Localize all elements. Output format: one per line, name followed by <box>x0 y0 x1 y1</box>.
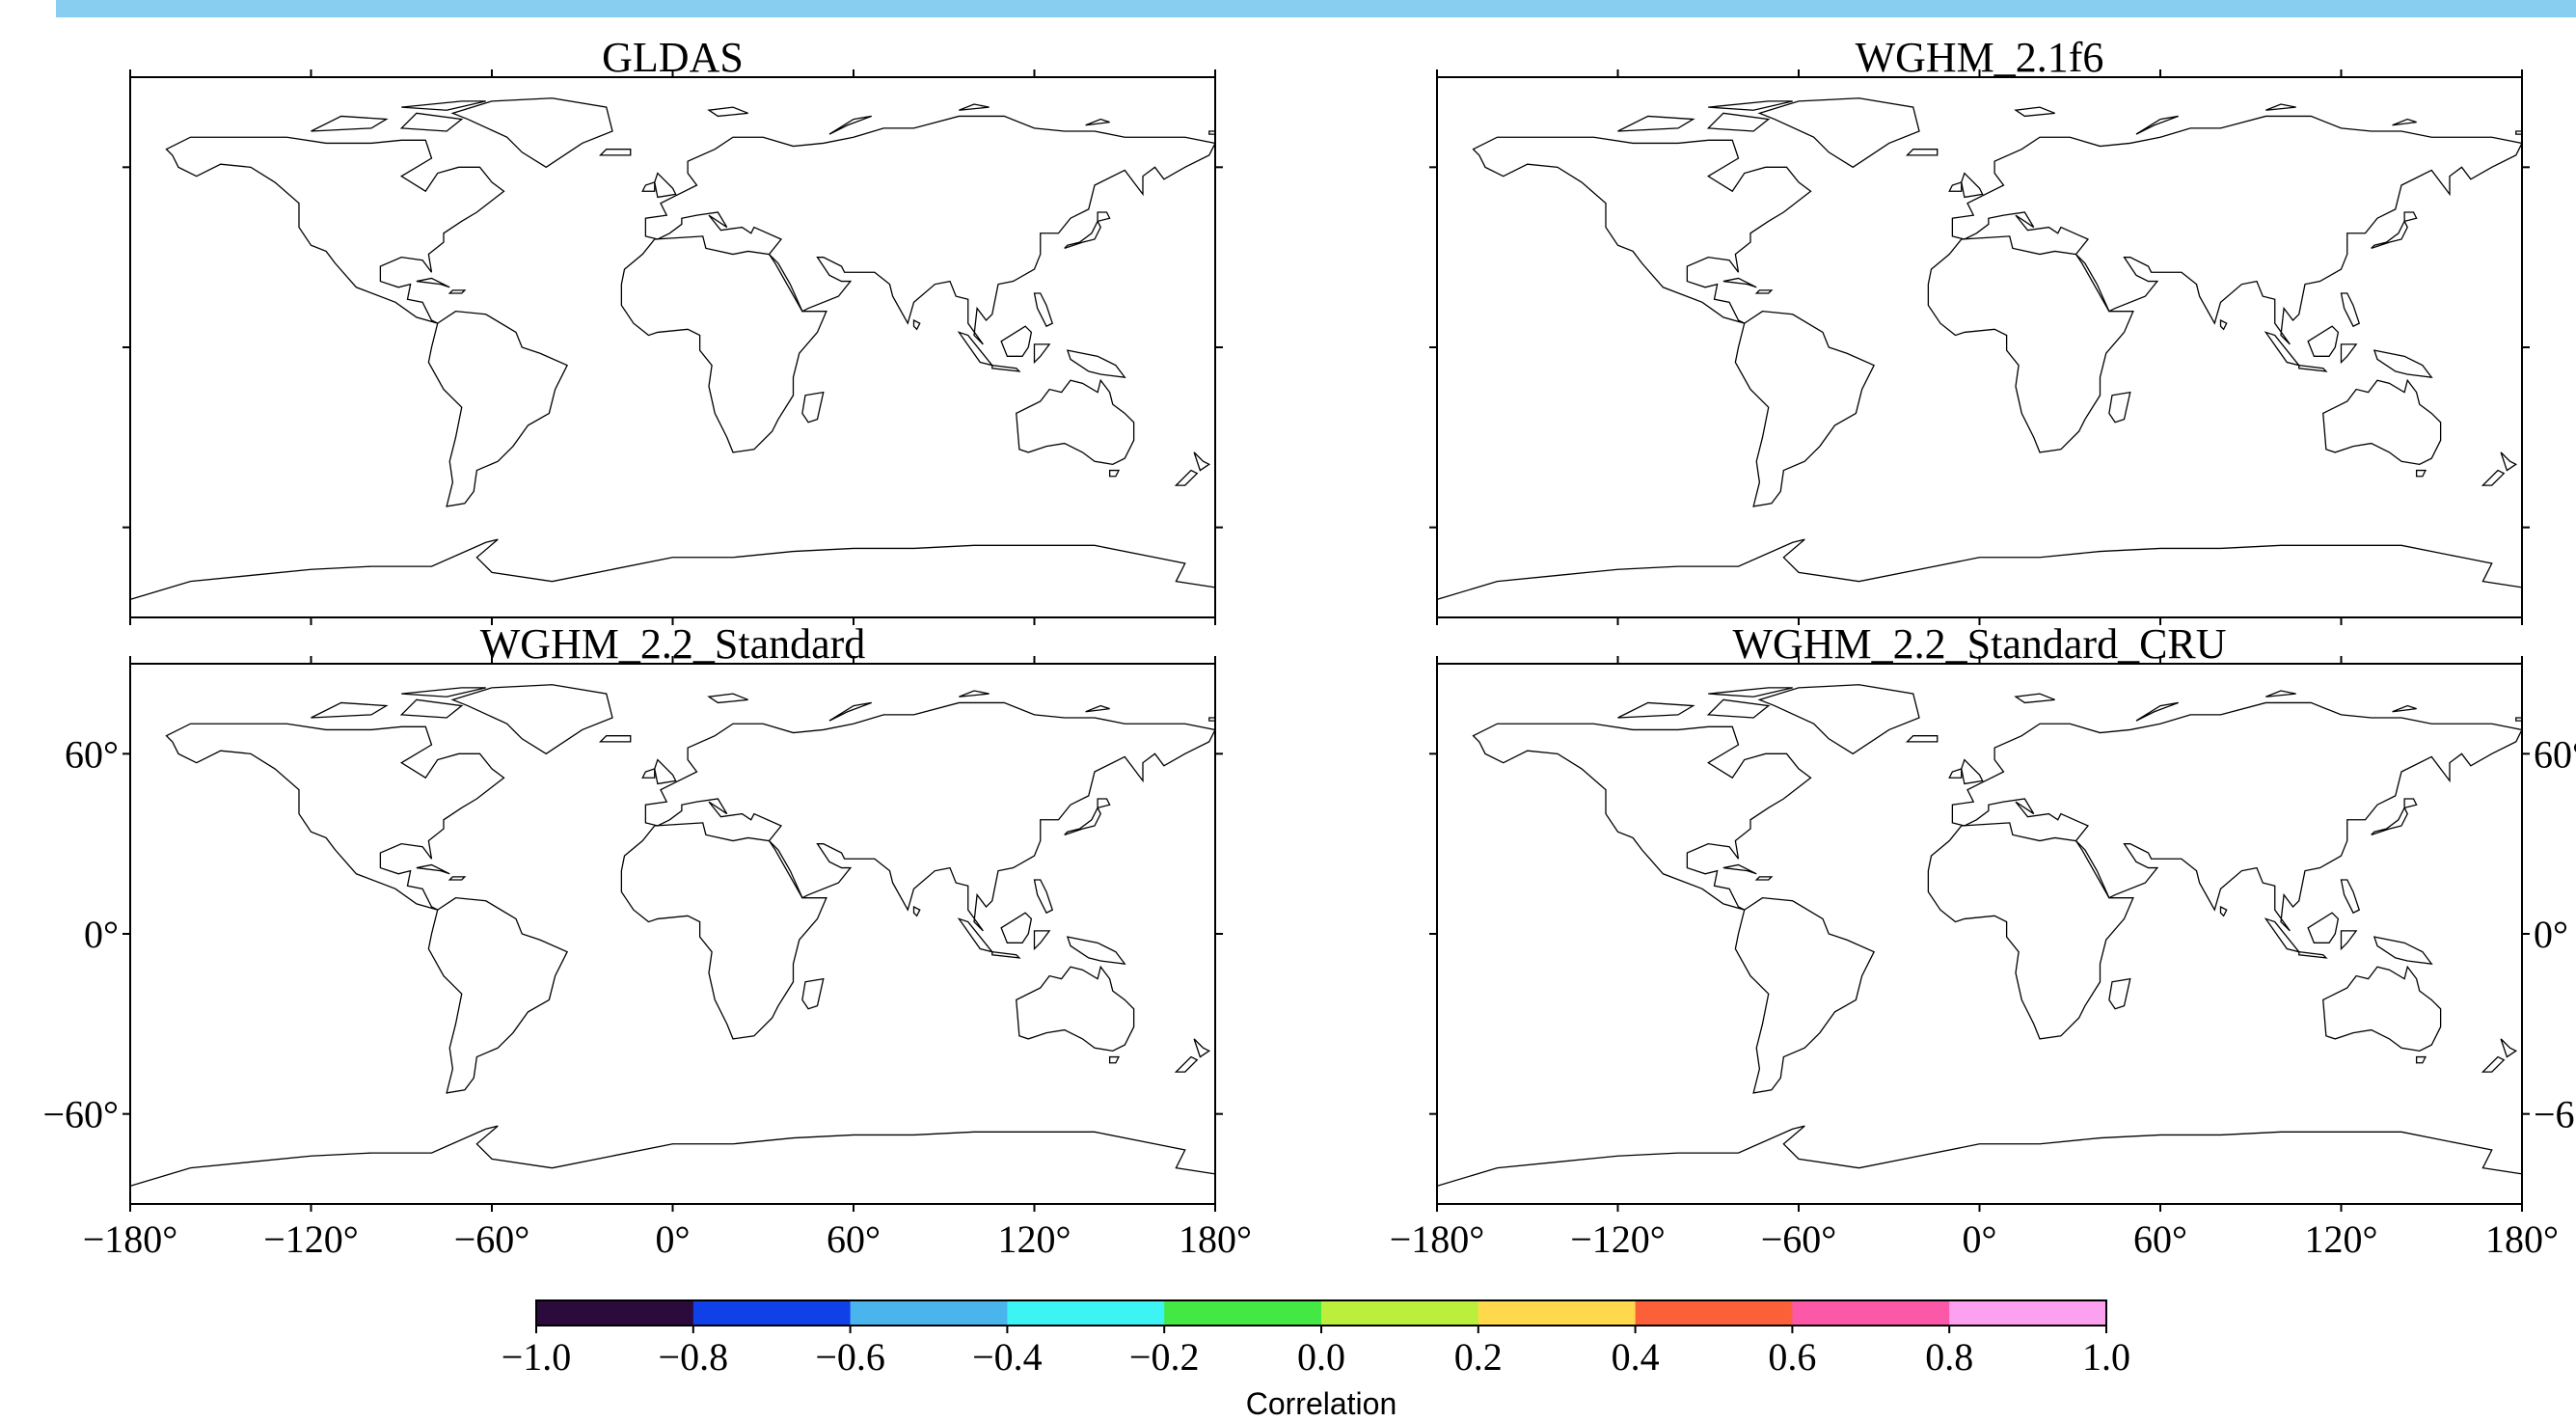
coastline <box>128 683 1217 1188</box>
colorbar-tick-label: −0.2 <box>1129 1335 1200 1379</box>
colorbar-tick-label: 0.6 <box>1768 1335 1816 1379</box>
x-tick-label: −60° <box>1761 1217 1837 1261</box>
colorbar-tick-label: 0.2 <box>1454 1335 1503 1379</box>
x-tick-label: −120° <box>1570 1217 1666 1261</box>
map-panel-1: GLDAS <box>122 34 1223 625</box>
y-tick-label: 60° <box>2534 732 2576 776</box>
colorbar-segment <box>536 1300 694 1326</box>
x-tick-label: −180° <box>1390 1217 1485 1261</box>
colorbar-segment <box>1164 1300 1322 1326</box>
colorbar: −1.0 −0.8 −0.6 −0.4 −0.2 0.0 0.2 0.4 0.6 0.8 1.0 Co… <box>502 1299 2130 1421</box>
panel-title: GLDAS <box>602 34 744 81</box>
coastline <box>1435 96 2524 601</box>
map-frame <box>129 76 1216 618</box>
colorbar-segment <box>1321 1300 1479 1326</box>
colorbar-tick-label: −0.8 <box>659 1335 729 1379</box>
map-frame <box>1436 76 2523 618</box>
x-tick-label: 0° <box>656 1217 691 1261</box>
panel-title: WGHM_2.2_Standard <box>480 620 866 668</box>
x-tick-label: 180° <box>1179 1217 1252 1261</box>
top-accent-bar <box>56 0 2576 17</box>
colorbar-tick-label: −1.0 <box>502 1335 572 1379</box>
colorbar-segment <box>1949 1300 2107 1326</box>
x-tick-label: 60° <box>2133 1217 2187 1261</box>
colorbar-label: Correlation <box>1246 1386 1397 1421</box>
y-tick-label: −60° <box>42 1093 119 1136</box>
x-tick-label: −120° <box>263 1217 359 1261</box>
colorbar-tick-label: 0.4 <box>1612 1335 1660 1379</box>
panel-title: WGHM_2.1f6 <box>1856 34 2104 81</box>
map-panel-4: WGHM_2.2_Standard_CRU −180° −120° −60° 0° 60°… <box>1390 620 2576 1261</box>
x-tick-label: 0° <box>1963 1217 1997 1261</box>
map-panel-2: WGHM_2.1f6 <box>1429 34 2530 625</box>
colorbar-tick-label: 0.8 <box>1925 1335 1973 1379</box>
colorbar-tick-label: −0.6 <box>815 1335 885 1379</box>
x-tick-label: −180° <box>83 1217 178 1261</box>
colorbar-segment <box>850 1300 1008 1326</box>
coastline <box>128 96 1217 601</box>
x-tick-label: 60° <box>827 1217 881 1261</box>
colorbar-segment <box>1635 1300 1793 1326</box>
x-tick-label: 120° <box>2305 1217 2378 1261</box>
colorbar-tick-label: −0.4 <box>972 1335 1043 1379</box>
y-tick-label: 0° <box>2534 913 2568 956</box>
x-tick-label: 120° <box>998 1217 1071 1261</box>
x-tick-label: −60° <box>454 1217 530 1261</box>
colorbar-tick-label: 1.0 <box>2082 1335 2130 1379</box>
panel-title: WGHM_2.2_Standard_CRU <box>1732 620 2226 668</box>
map-frame <box>129 663 1216 1205</box>
colorbar-segment <box>1007 1300 1165 1326</box>
coastline <box>1435 683 2524 1188</box>
colorbar-tick-label: 0.0 <box>1297 1335 1345 1379</box>
colorbar-segment <box>1478 1300 1637 1326</box>
map-frame <box>1436 663 2523 1205</box>
map-panel-3: WGHM_2.2_Standard −180° −120° −60° 0° 60° 120°… <box>42 620 1252 1261</box>
y-tick-label: 0° <box>84 913 119 956</box>
y-tick-label: 60° <box>65 732 119 776</box>
x-tick-label: 180° <box>2485 1217 2559 1261</box>
colorbar-segment <box>692 1300 852 1326</box>
colorbar-segment <box>1792 1300 1950 1326</box>
y-tick-label: −60° <box>2534 1093 2576 1136</box>
